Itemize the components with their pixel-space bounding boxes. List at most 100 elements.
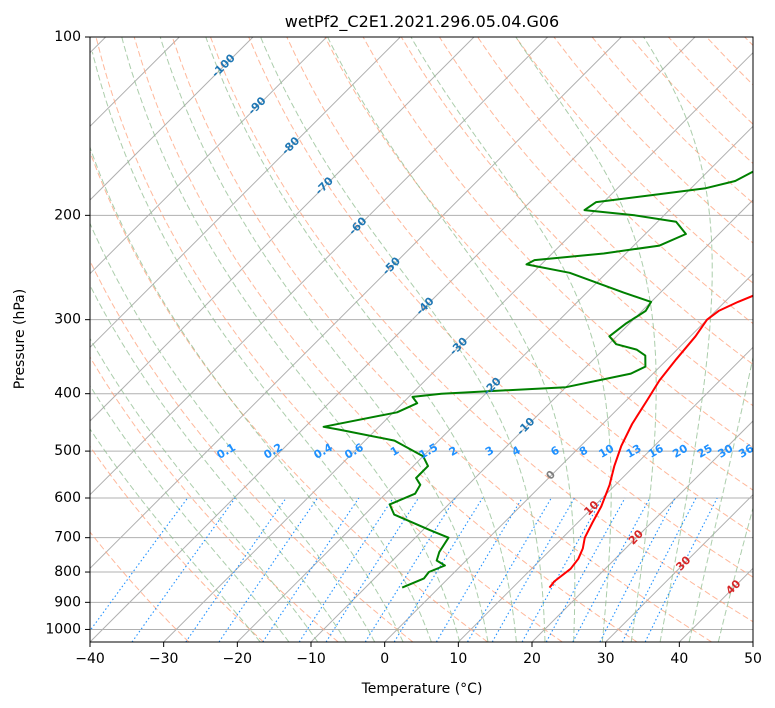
isotherm-line: [457, 346, 753, 642]
moist-adiabat-label: 0: [543, 468, 558, 483]
isotherm-line: [90, 37, 475, 422]
mixing-ratio-label: 16: [646, 442, 666, 461]
isotherm-line: [531, 420, 753, 642]
y-tick-label: 500: [54, 443, 81, 459]
y-tick-label: 200: [54, 207, 81, 223]
y-tick-label: 600: [54, 490, 81, 506]
isotherm-label: -80: [279, 134, 302, 157]
isotherm-line: [90, 37, 696, 642]
dry-adiabat-line: [90, 150, 488, 642]
dry-adiabat-line: [210, 37, 753, 623]
mixing-ratio-line: [131, 497, 236, 642]
x-tick-label: 0: [380, 651, 389, 667]
moist-adiabat-label: 20: [626, 527, 646, 547]
dry-adiabat-line: [400, 37, 753, 407]
moist-adiabat-label: 30: [673, 553, 693, 573]
y-tick-label: 100: [54, 29, 81, 45]
isotherm-line: [90, 37, 254, 201]
x-tick-label: −20: [223, 651, 253, 667]
isotherm-label: -60: [346, 214, 369, 237]
mixing-ratio-line: [393, 497, 483, 642]
y-tick-label: 700: [54, 530, 81, 546]
mixing-ratio-label: 20: [670, 442, 690, 461]
mixing-ratio-label: 0.2: [261, 441, 284, 462]
x-tick-label: −40: [75, 651, 105, 667]
x-tick-label: −10: [296, 651, 326, 667]
isotherm-label: -90: [245, 94, 268, 117]
x-tick-label: 10: [449, 651, 467, 667]
isotherm-line: [90, 37, 622, 570]
dry-adiabat-line: [591, 37, 753, 204]
y-tick-label: 300: [54, 312, 81, 328]
x-tick-label: 50: [744, 651, 762, 667]
x-tick-label: 30: [597, 651, 615, 667]
moist-adiabat-line: [327, 37, 576, 642]
mixing-ratio-line: [599, 497, 676, 642]
isotherm-line: [605, 493, 753, 642]
mixing-ratio-line: [90, 497, 189, 632]
isotherm-line: [90, 37, 328, 275]
dry-adiabat-line: [248, 37, 753, 578]
dry-adiabat-line: [90, 259, 414, 642]
mixing-ratio-label: 0.1: [215, 441, 238, 462]
mixing-ratio-label: 13: [624, 442, 644, 461]
mixing-ratio-label: 36: [736, 442, 756, 461]
moist-adiabat-line: [121, 37, 461, 642]
isotherm-line: [310, 199, 753, 642]
mixing-ratio-line: [218, 497, 318, 642]
dry-adiabat-line: [90, 445, 264, 642]
moist-adiabat-line: [260, 37, 546, 642]
y-tick-label: 400: [54, 386, 81, 402]
mixing-ratio-line: [621, 497, 697, 642]
dry-adiabat-line: [286, 37, 753, 534]
dry-adiabat-line: [477, 37, 753, 325]
moist-adiabat-line: [90, 428, 261, 642]
plot-area: -100-90-80-70-60-50-40-30-20-100.1 0.2 0.4…: [90, 37, 756, 642]
moist-adiabat-label: 10: [581, 498, 601, 518]
isotherm-line: [384, 272, 753, 642]
y-tick-label: 1000: [45, 621, 81, 637]
isotherm-line: [236, 125, 753, 642]
mixing-ratio-label: 30: [716, 442, 736, 461]
mixing-ratio-line: [435, 497, 523, 642]
y-axis-label: Pressure (hPa): [12, 289, 28, 389]
mixing-ratio-label: 0.4: [311, 441, 335, 462]
mixing-ratio-line: [545, 497, 626, 642]
x-axis-label: Temperature (°C): [361, 681, 483, 697]
temperature-profile-line: [548, 294, 753, 589]
moist-adiabat-line: [643, 37, 713, 642]
moist-adiabat-line: [91, 51, 432, 642]
mixing-ratio-line: [467, 497, 552, 642]
isotherm-line: [752, 641, 753, 642]
isotherm-line: [163, 51, 753, 642]
moist-adiabat-line: [205, 37, 517, 642]
mixing-ratio-line: [572, 497, 651, 642]
moist-adiabat-line: [90, 222, 376, 642]
plot-frame: [89, 36, 754, 643]
x-tick-label: 40: [670, 651, 688, 667]
x-tick-label: 20: [523, 651, 541, 667]
moist-adiabat-line: [515, 37, 657, 642]
dry-adiabat-line: [95, 37, 563, 642]
dry-adiabat-line: [90, 356, 339, 642]
isotherm-line: [90, 37, 549, 496]
y-tick-label: 800: [54, 564, 81, 580]
mixing-ratio-line: [644, 497, 718, 642]
dry-adiabat-line: [515, 37, 753, 284]
moist-adiabat-line: [717, 505, 753, 642]
dry-adiabat-line: [133, 37, 638, 642]
moist-adiabat-line: [90, 337, 319, 642]
dry-adiabat-line: [706, 37, 753, 86]
mixing-ratio-line: [364, 497, 456, 642]
isotherm-line: [90, 37, 401, 349]
x-tick-label: −30: [149, 651, 179, 667]
isotherm-label: -100: [209, 51, 238, 80]
mixing-ratio-label: 25: [695, 442, 715, 461]
mixing-ratio-line: [262, 497, 360, 642]
moist-adiabat-line: [90, 284, 347, 642]
moist-adiabat-line: [90, 384, 290, 642]
dry-adiabat-line: [90, 531, 190, 642]
mixing-ratio-label: 10: [596, 442, 616, 461]
dry-adiabat-line: [744, 37, 753, 47]
